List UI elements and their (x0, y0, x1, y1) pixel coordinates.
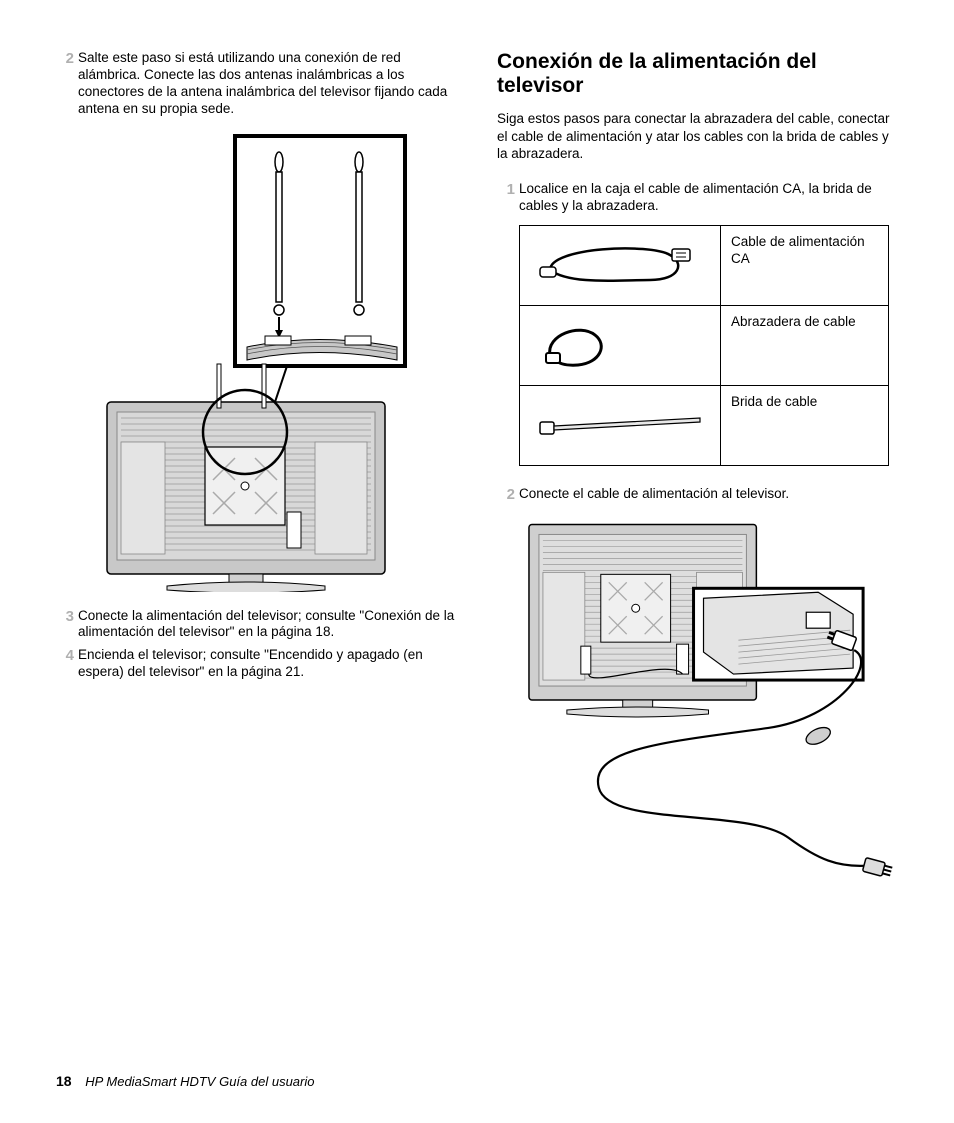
part-label: Cable de alimentación CA (721, 225, 889, 305)
step-text: Encienda el televisor; consulte "Encendi… (78, 647, 457, 681)
power-cable-icon (520, 225, 721, 305)
step-text: Conecte el cable de alimentación al tele… (519, 486, 789, 505)
step-item: 3 Conecte la alimentación del televisor;… (56, 608, 457, 642)
cable-clamp-icon (520, 305, 721, 385)
antenna-figure (56, 132, 457, 592)
step-number: 4 (56, 647, 74, 681)
right-column: Conexión de la alimentación del televiso… (497, 50, 898, 1050)
step-item: 1 Localice en la caja el cable de alimen… (497, 181, 898, 215)
power-figure (519, 518, 898, 888)
step-number: 1 (497, 181, 515, 215)
left-column: 2 Salte este paso si está utilizando una… (56, 50, 457, 1050)
page-number: 18 (56, 1073, 72, 1089)
parts-table: Cable de alimentación CA Abrazadera de c… (519, 225, 889, 466)
step-text: Localice en la caja el cable de alimenta… (519, 181, 898, 215)
step-item: 4 Encienda el televisor; consulte "Encen… (56, 647, 457, 681)
page-footer: 18 HP MediaSmart HDTV Guía del usuario (56, 1073, 314, 1089)
table-row: Abrazadera de cable (520, 305, 889, 385)
step-item: 2 Conecte el cable de alimentación al te… (497, 486, 898, 505)
part-label: Brida de cable (721, 385, 889, 465)
section-intro: Siga estos pasos para conectar la abraza… (497, 110, 898, 163)
table-row: Cable de alimentación CA (520, 225, 889, 305)
step-number: 2 (497, 486, 515, 505)
step-item: 2 Salte este paso si está utilizando una… (56, 50, 457, 118)
step-number: 2 (56, 50, 74, 118)
cable-tie-icon (520, 385, 721, 465)
step-text: Salte este paso si está utilizando una c… (78, 50, 457, 118)
section-heading: Conexión de la alimentación del televiso… (497, 50, 898, 98)
doc-title: HP MediaSmart HDTV Guía del usuario (85, 1074, 314, 1089)
step-text: Conecte la alimentación del televisor; c… (78, 608, 457, 642)
table-row: Brida de cable (520, 385, 889, 465)
step-number: 3 (56, 608, 74, 642)
part-label: Abrazadera de cable (721, 305, 889, 385)
